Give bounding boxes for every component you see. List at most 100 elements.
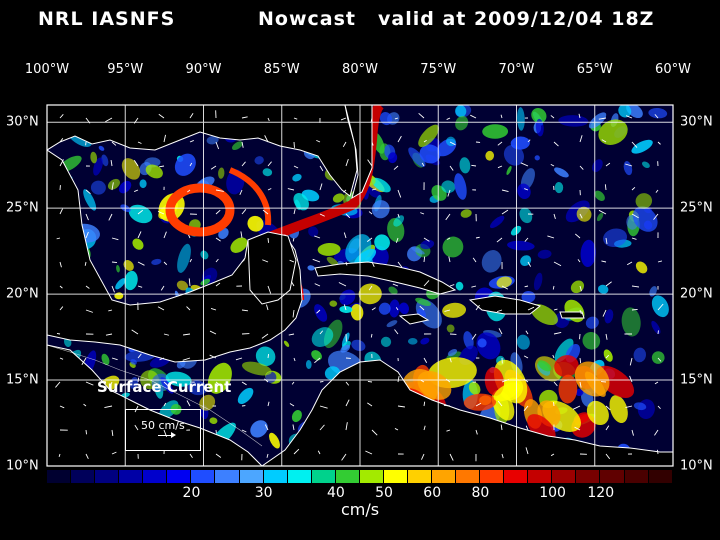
velocity-arrow [293, 209, 296, 215]
speed-patch [558, 115, 589, 127]
velocity-arrow [631, 141, 638, 148]
velocity-arrow [241, 309, 249, 312]
velocity-arrow [449, 357, 452, 363]
velocity-arrow [59, 405, 65, 409]
speed-patch [116, 264, 120, 273]
speed-patch [101, 154, 109, 167]
latitude-label: 25°N [6, 200, 39, 216]
velocity-arrow [524, 237, 529, 242]
velocity-arrow [527, 261, 532, 267]
velocity-arrow [266, 304, 269, 311]
velocity-arrow [137, 231, 142, 239]
velocity-arrow [423, 425, 426, 431]
velocity-arrow [319, 405, 328, 409]
speed-patch [510, 136, 530, 150]
velocity-arrow [264, 135, 269, 143]
speed-patch [242, 361, 272, 376]
velocity-arrow [261, 333, 269, 339]
lat-lon-grid [47, 105, 673, 466]
latitude-label: 30°N [680, 114, 713, 130]
speed-patch [393, 215, 405, 227]
speed-patch [90, 151, 98, 164]
velocity-arrow [550, 453, 555, 457]
speed-patch [415, 297, 431, 306]
velocity-arrow [472, 257, 477, 263]
velocity-arrow [317, 450, 321, 455]
speed-patch [130, 359, 137, 365]
velocity-arrow [423, 256, 426, 263]
velocity-arrow [343, 304, 347, 311]
speed-patch [411, 246, 425, 255]
velocity-arrow [393, 165, 399, 170]
velocity-arrow [316, 139, 321, 143]
velocity-arrow [394, 428, 399, 431]
velocity-arrow [111, 285, 115, 293]
velocity-arrow [159, 165, 165, 168]
speed-patch [651, 295, 669, 318]
velocity-arrow [525, 425, 529, 431]
velocity-arrow [215, 237, 221, 242]
velocity-arrow [267, 237, 269, 243]
velocity-arrow [319, 213, 325, 217]
velocity-arrow [601, 139, 607, 143]
speed-patch [533, 272, 543, 291]
velocity-arrow [423, 280, 430, 287]
hispaniola [468, 295, 542, 315]
speed-patch [507, 240, 535, 251]
velocity-arrow [657, 260, 663, 263]
speed-patch [503, 144, 525, 166]
latitude-label: 15°N [680, 372, 713, 388]
velocity-arrow [524, 188, 529, 191]
speed-patch [351, 339, 366, 352]
velocity-arrow [158, 113, 165, 119]
colorbar-swatch [95, 470, 120, 483]
speed-patch [554, 167, 569, 178]
velocity-arrow [446, 117, 451, 120]
colorbar-swatch [47, 470, 72, 483]
velocity-arrow [345, 381, 350, 386]
velocity-arrow [262, 259, 269, 263]
velocity-arrow [444, 309, 451, 312]
velocity-arrow [59, 208, 63, 215]
colorbar-swatch [215, 470, 240, 483]
caribbean-current-patch [417, 371, 452, 400]
speed-patch [482, 124, 509, 139]
velocity-arrow [367, 159, 373, 167]
velocity-arrow [267, 161, 272, 167]
speed-patch [442, 302, 467, 318]
velocity-arrow [523, 355, 529, 359]
speed-patch [374, 234, 390, 251]
velocity-arrow [108, 213, 113, 221]
longitude-label: 85°W [263, 62, 300, 77]
velocity-arrow [420, 212, 425, 215]
velocity-arrow [314, 357, 321, 364]
speed-patch [537, 360, 552, 372]
speed-patch [230, 237, 248, 253]
colorbar-swatch [600, 470, 625, 483]
velocity-arrow [370, 333, 373, 338]
velocity-arrow [371, 261, 375, 268]
velocity-arrow [523, 405, 529, 412]
velocity-arrow [59, 114, 64, 119]
velocity-arrow [395, 307, 399, 311]
velocity-arrow [209, 354, 217, 359]
velocity-arrow [654, 429, 659, 436]
speed-patch [455, 281, 464, 291]
velocity-arrow [366, 237, 373, 243]
speed-patch [293, 193, 309, 211]
velocity-arrow [471, 285, 477, 288]
velocity-arrow [572, 405, 581, 410]
velocity-arrow [501, 453, 504, 459]
valid-time: valid at 2009/12/04 18Z [378, 8, 655, 30]
speed-patch [633, 347, 646, 363]
velocity-arrow [189, 140, 194, 143]
velocity-arrow [188, 278, 191, 287]
velocity-arrow [498, 328, 503, 335]
velocity-arrow [59, 285, 63, 289]
caribbean-current-patch [586, 400, 609, 426]
velocity-arrow [449, 165, 454, 171]
velocity-arrow [550, 163, 555, 167]
velocity-arrow [397, 189, 402, 198]
velocity-arrow [579, 309, 582, 315]
velocity-arrow [625, 405, 633, 409]
